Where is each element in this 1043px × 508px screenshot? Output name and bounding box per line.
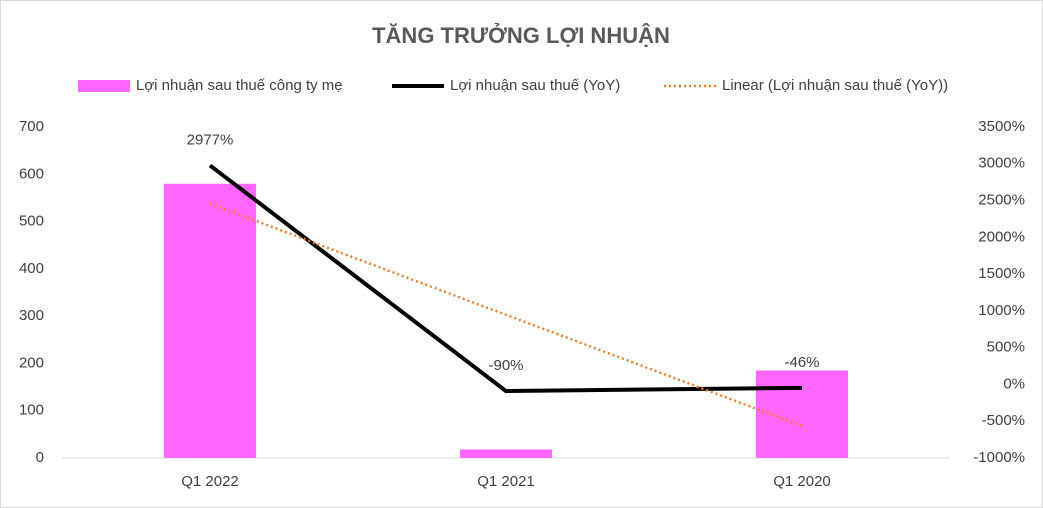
y-tick-label: 600 xyxy=(19,165,44,182)
y2-tick-label: 500% xyxy=(987,339,1025,356)
x-tick-label: Q1 2021 xyxy=(477,473,535,490)
data-label: 2977% xyxy=(187,131,234,148)
trend-line xyxy=(209,202,803,428)
y2-tick-label: 3500% xyxy=(978,118,1025,135)
legend-label: Lợi nhuận sau thuế công ty mẹ xyxy=(136,77,343,94)
chart-title: TĂNG TRƯỞNG LỢI NHUẬN xyxy=(372,23,670,48)
legend-swatch xyxy=(78,80,130,92)
y-tick-label: 200 xyxy=(19,354,44,371)
bar xyxy=(164,183,256,458)
y-tick-label: 500 xyxy=(19,213,44,230)
y2-tick-label: 1000% xyxy=(978,302,1025,319)
y-tick-label: 700 xyxy=(19,118,44,135)
y2-tick-label: -1000% xyxy=(973,449,1025,466)
legend-label: Lợi nhuận sau thuế (YoY) xyxy=(450,77,620,94)
y-tick-label: 300 xyxy=(19,307,44,324)
y-tick-label: 400 xyxy=(19,260,44,277)
legend-label: Linear (Lợi nhuận sau thuế (YoY)) xyxy=(722,77,948,94)
x-tick-label: Q1 2022 xyxy=(181,473,239,490)
data-label: -90% xyxy=(488,357,523,374)
y-tick-label: 100 xyxy=(19,402,44,419)
y2-tick-label: -500% xyxy=(982,412,1025,429)
bar xyxy=(756,370,848,458)
data-label: -46% xyxy=(784,354,819,371)
y2-tick-label: 3000% xyxy=(978,155,1025,172)
y2-tick-label: 2500% xyxy=(978,192,1025,209)
x-tick-label: Q1 2020 xyxy=(773,473,831,490)
y2-tick-label: 1500% xyxy=(978,265,1025,282)
y-tick-label: 0 xyxy=(36,449,44,466)
bar xyxy=(460,449,552,458)
y2-tick-label: 0% xyxy=(1003,375,1025,392)
y2-tick-label: 2000% xyxy=(978,228,1025,245)
